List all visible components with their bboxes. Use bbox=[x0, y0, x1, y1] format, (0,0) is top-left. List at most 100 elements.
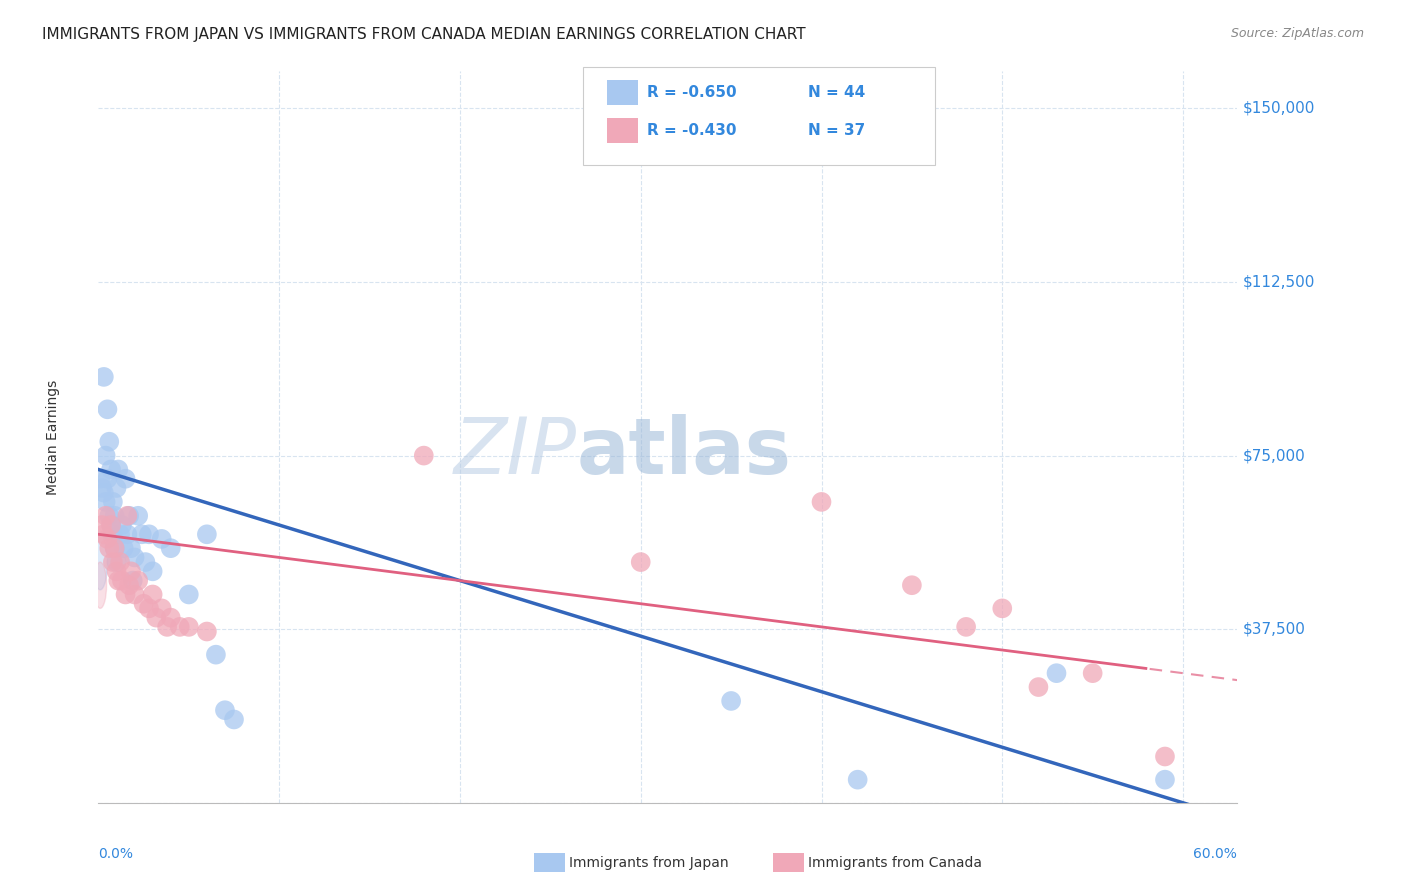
Point bbox=[91, 481, 114, 495]
Point bbox=[177, 587, 200, 601]
Text: Median Earnings: Median Earnings bbox=[46, 379, 60, 495]
Point bbox=[177, 620, 200, 634]
Text: $112,500: $112,500 bbox=[1243, 275, 1315, 290]
Point bbox=[101, 527, 124, 541]
Text: ZIP: ZIP bbox=[454, 414, 576, 490]
Point bbox=[117, 508, 139, 523]
Point bbox=[105, 565, 128, 579]
Point bbox=[104, 541, 127, 556]
Point bbox=[100, 518, 122, 533]
Point bbox=[127, 508, 149, 523]
Point bbox=[150, 532, 173, 546]
Text: R = -0.430: R = -0.430 bbox=[647, 123, 737, 137]
Point bbox=[105, 481, 128, 495]
Point bbox=[630, 555, 652, 569]
Point bbox=[142, 565, 165, 579]
Point bbox=[94, 495, 117, 509]
Point bbox=[132, 597, 155, 611]
Point bbox=[96, 472, 118, 486]
Text: $75,000: $75,000 bbox=[1243, 448, 1305, 463]
Point bbox=[118, 578, 141, 592]
Text: $150,000: $150,000 bbox=[1243, 101, 1315, 116]
Point bbox=[156, 620, 179, 634]
Point bbox=[93, 370, 115, 384]
Text: Immigrants from Japan: Immigrants from Japan bbox=[569, 856, 730, 871]
Point bbox=[127, 574, 149, 588]
Point bbox=[94, 508, 117, 523]
Point bbox=[117, 527, 139, 541]
Point bbox=[214, 703, 236, 717]
Point bbox=[105, 555, 128, 569]
Point bbox=[93, 527, 115, 541]
Point bbox=[145, 610, 167, 624]
Point bbox=[955, 620, 977, 634]
Ellipse shape bbox=[93, 534, 107, 590]
Point bbox=[810, 495, 832, 509]
Point bbox=[121, 574, 143, 588]
Text: N = 37: N = 37 bbox=[808, 123, 866, 137]
Point bbox=[124, 587, 146, 601]
Point bbox=[98, 541, 121, 556]
Point bbox=[142, 587, 165, 601]
Point bbox=[169, 620, 191, 634]
Point bbox=[108, 555, 131, 569]
Point bbox=[101, 495, 124, 509]
Point bbox=[114, 472, 136, 486]
Point bbox=[112, 541, 135, 556]
Point bbox=[108, 527, 131, 541]
Point bbox=[134, 555, 156, 569]
Text: N = 44: N = 44 bbox=[808, 86, 866, 100]
Text: 0.0%: 0.0% bbox=[98, 847, 134, 861]
Point bbox=[96, 532, 118, 546]
Point bbox=[1081, 666, 1104, 681]
Point bbox=[138, 527, 160, 541]
Point bbox=[124, 550, 146, 565]
Point bbox=[100, 462, 122, 476]
Point bbox=[104, 508, 127, 523]
Point bbox=[89, 472, 111, 486]
Point bbox=[91, 518, 114, 533]
Point bbox=[412, 449, 434, 463]
Point bbox=[100, 518, 122, 533]
Point bbox=[846, 772, 869, 787]
Point bbox=[1028, 680, 1050, 694]
Point bbox=[720, 694, 742, 708]
Point bbox=[101, 555, 124, 569]
Point bbox=[98, 508, 121, 523]
Point bbox=[222, 713, 245, 727]
Ellipse shape bbox=[94, 562, 107, 608]
Point bbox=[1154, 772, 1177, 787]
Text: $37,500: $37,500 bbox=[1243, 622, 1306, 637]
Point bbox=[1154, 749, 1177, 764]
Point bbox=[1045, 666, 1067, 681]
Point bbox=[94, 449, 117, 463]
Point bbox=[159, 610, 181, 624]
Point bbox=[205, 648, 228, 662]
Text: R = -0.650: R = -0.650 bbox=[647, 86, 737, 100]
Point bbox=[159, 541, 181, 556]
Point bbox=[114, 587, 136, 601]
Point bbox=[111, 574, 134, 588]
Point bbox=[111, 518, 134, 533]
Point bbox=[131, 527, 153, 541]
Text: Source: ZipAtlas.com: Source: ZipAtlas.com bbox=[1230, 27, 1364, 40]
Point bbox=[120, 565, 142, 579]
Point bbox=[150, 601, 173, 615]
Point bbox=[120, 541, 142, 556]
Point bbox=[93, 485, 115, 500]
Point bbox=[901, 578, 924, 592]
Text: 60.0%: 60.0% bbox=[1194, 847, 1237, 861]
Point bbox=[98, 434, 121, 449]
Point bbox=[96, 402, 118, 417]
Point bbox=[107, 574, 129, 588]
Point bbox=[104, 541, 127, 556]
Point bbox=[195, 624, 218, 639]
Point bbox=[991, 601, 1014, 615]
Point bbox=[107, 462, 129, 476]
Text: atlas: atlas bbox=[576, 414, 792, 490]
Point bbox=[118, 508, 141, 523]
Point bbox=[195, 527, 218, 541]
Text: IMMIGRANTS FROM JAPAN VS IMMIGRANTS FROM CANADA MEDIAN EARNINGS CORRELATION CHAR: IMMIGRANTS FROM JAPAN VS IMMIGRANTS FROM… bbox=[42, 27, 806, 42]
Point bbox=[138, 601, 160, 615]
Text: Immigrants from Canada: Immigrants from Canada bbox=[808, 856, 983, 871]
